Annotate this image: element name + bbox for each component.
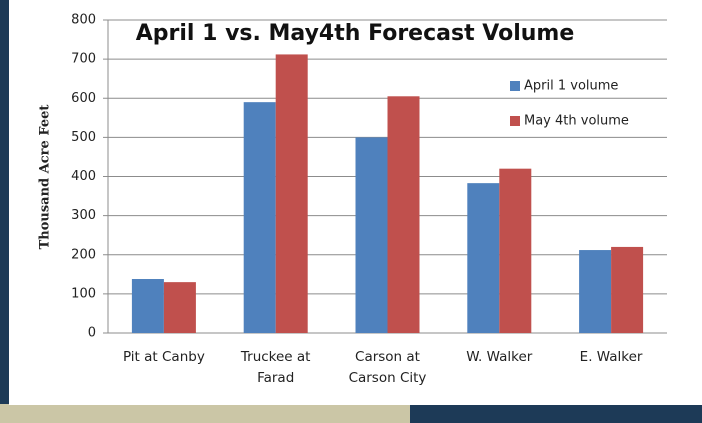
legend-label: May 4th volume [524,114,629,129]
bar [131,279,164,333]
bar [499,168,532,333]
bar [355,137,388,333]
y-tick-label: 800 [71,13,96,28]
bar [611,246,644,333]
legend-swatch [510,116,520,126]
y-tick-label: 700 [71,52,96,67]
chart-title: April 1 vs. May4th Forecast Volume [136,21,575,46]
bar [163,282,196,333]
x-tick-label: Carson at Carson City [348,349,427,386]
y-tick-label: 200 [71,247,96,262]
x-tick-label: Pit at Canby [122,349,205,365]
y-tick-label: 300 [71,208,96,223]
legend-label: April 1 volume [524,79,618,94]
y-tick-label: 0 [88,326,96,341]
x-tick-label: E. Walker [579,349,643,365]
bar [387,96,420,333]
bar [243,102,276,333]
y-tick-label: 600 [71,91,96,106]
x-tick-label: Truckee at Farad [240,349,311,386]
y-tick-label: 400 [71,169,96,184]
bar [579,250,612,333]
left-frame [0,0,9,423]
x-tick-label: W. Walker [466,349,533,365]
legend-swatch [510,81,520,91]
y-axis-label: Thousand Acre Feet [38,105,53,250]
bar [275,54,308,334]
bar [467,183,500,333]
map-strip [0,404,410,423]
y-tick-label: 100 [71,286,96,301]
y-tick-label: 500 [71,130,96,145]
